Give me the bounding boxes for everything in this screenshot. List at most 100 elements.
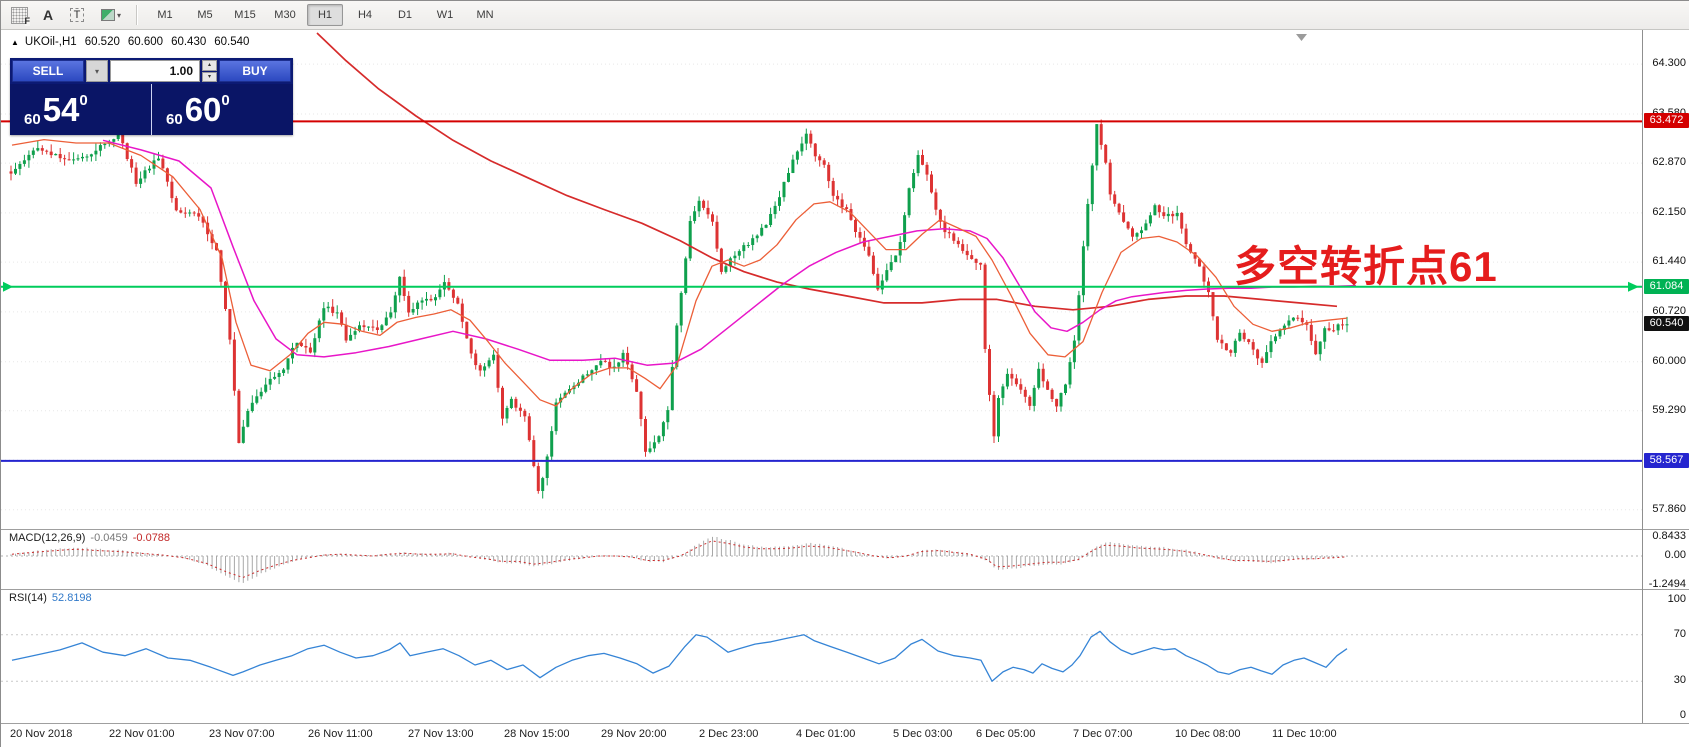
timeframe-button-m5[interactable]: M5: [197, 9, 213, 21]
price-axis-label: 60.720: [1652, 305, 1686, 317]
time-axis-label: 2 Dec 23:00: [699, 728, 759, 740]
symbol-timeframe-label: UKOil-,H1: [24, 36, 77, 48]
time-axis-label: 27 Nov 13:00: [408, 728, 474, 740]
volume-input[interactable]: 1.00: [110, 60, 200, 82]
panel-splitter[interactable]: [1, 589, 1689, 590]
macd-label: MACD(12,26,9) -0.0459 -0.0788: [9, 532, 171, 544]
chart-annotation-text[interactable]: 多空转折点61: [1234, 243, 1498, 290]
timeframe-button-m30[interactable]: M30: [274, 9, 296, 21]
object-style-icon[interactable]: ▾: [93, 3, 129, 27]
hline-left-arrow-icon: [3, 281, 13, 292]
macd-signal-value: -0.0788: [132, 532, 171, 544]
time-axis-label: 20 Nov 2018: [10, 728, 73, 740]
price-badge-58.567[interactable]: 58.567: [1644, 453, 1689, 468]
toolbar-separator: [136, 5, 138, 25]
price-axis[interactable]: 64.30063.58062.87062.15061.44060.72060.0…: [1643, 30, 1689, 747]
price-axis-label: 57.860: [1652, 503, 1686, 515]
buy-price[interactable]: 60 60 0: [151, 84, 293, 135]
price-axis-label: 60.000: [1652, 355, 1686, 367]
trade-controls-row: SELL ▾ 1.00 ▴ ▾ BUY: [10, 58, 293, 84]
macd-scale-min: -1.2494: [1648, 578, 1686, 590]
chart-shift-marker-icon[interactable]: [1296, 34, 1307, 41]
timeframe-bar: M1 M5 M15 M30 H1 H4 D1 W1 MN: [147, 4, 503, 26]
timeframe-button-w1[interactable]: W1: [436, 9, 454, 21]
insert-text-icon[interactable]: A: [42, 7, 54, 23]
rsi-line: [11, 630, 1348, 682]
price-axis-label: 59.290: [1652, 404, 1686, 416]
time-axis-label: 7 Dec 07:00: [1073, 728, 1133, 740]
time-axis-label: 23 Nov 07:00: [209, 728, 275, 740]
rsi-value: 52.8198: [51, 592, 92, 604]
price-axis-label: 64.300: [1652, 57, 1686, 69]
pattern-f-label: F: [24, 16, 30, 26]
chart-ohlc-title: ▲ UKOil-,H1 60.520 60.600 60.430 60.540: [11, 36, 249, 48]
ma-mid-magenta-line[interactable]: [102, 139, 1357, 366]
template-pattern-icon[interactable]: F: [6, 3, 32, 27]
style-swatch: [100, 9, 115, 21]
price-axis-label: 62.150: [1652, 206, 1686, 218]
price-badge-61.084[interactable]: 61.084: [1644, 279, 1689, 294]
macd-signal-line: [11, 540, 1348, 579]
chevron-down-icon: ▾: [94, 66, 99, 76]
pattern-glyph: [10, 6, 28, 24]
price-chart-panel[interactable]: ▲ UKOil-,H1 60.520 60.600 60.430 60.540 …: [1, 30, 1642, 529]
one-click-trading-panel: SELL ▾ 1.00 ▴ ▾ BUY 60 54 0 60 60 0: [10, 58, 293, 135]
hline-right-arrow-icon: [1628, 281, 1639, 292]
trade-prices-row: 60 54 0 60 60 0: [10, 84, 293, 135]
time-axis-label: 11 Dec 10:00: [1272, 728, 1337, 740]
rsi-scale-label: 100: [1667, 593, 1686, 605]
time-axis-label: 10 Dec 08:00: [1175, 728, 1241, 740]
buy-button[interactable]: BUY: [219, 60, 291, 82]
timeframe-button-m1[interactable]: M1: [157, 9, 173, 21]
macd-histogram: [10, 536, 1348, 583]
volume-stepper[interactable]: ▴ ▾: [202, 60, 217, 82]
volume-down-icon[interactable]: ▾: [202, 71, 217, 82]
volume-preset-dropdown[interactable]: ▾: [86, 60, 108, 82]
macd-indicator-panel[interactable]: MACD(12,26,9) -0.0459 -0.0788: [1, 529, 1642, 589]
time-axis-label: 5 Dec 03:00: [893, 728, 953, 740]
current-price-badge[interactable]: 60.540: [1644, 316, 1689, 331]
chevron-down-icon: ▾: [116, 10, 121, 20]
time-axis[interactable]: 20 Nov 2018 22 Nov 01:00 23 Nov 07:00 26 No…: [1, 723, 1689, 747]
one-click-toggle-icon[interactable]: ▲: [11, 37, 19, 47]
sell-button[interactable]: SELL: [12, 60, 84, 82]
timeframe-button-mn[interactable]: MN: [476, 9, 494, 21]
ma-fast-orange-line[interactable]: [11, 138, 1348, 407]
volume-up-icon[interactable]: ▴: [202, 60, 217, 71]
timeframe-button-m15[interactable]: M15: [234, 9, 256, 21]
timeframe-button-d1[interactable]: D1: [397, 9, 413, 21]
time-axis-label: 29 Nov 20:00: [601, 728, 667, 740]
ohlc-open: 60.520: [84, 36, 120, 48]
rsi-indicator-panel[interactable]: RSI(14) 52.8198: [1, 589, 1642, 723]
macd-chart[interactable]: [1, 529, 1642, 589]
ma-slow-red-line[interactable]: [316, 32, 1338, 311]
ohlc-low: 60.430: [171, 36, 207, 48]
time-axis-label: 22 Nov 01:00: [109, 728, 175, 740]
macd-scale-zero: 0.00: [1664, 549, 1686, 561]
time-axis-label: 26 Nov 11:00: [308, 728, 373, 740]
timeframe-button-h1[interactable]: H1: [307, 4, 343, 26]
price-axis-label: 61.440: [1652, 255, 1686, 267]
rsi-scale-label: 30: [1673, 674, 1686, 686]
time-axis-label: 4 Dec 01:00: [796, 728, 856, 740]
time-axis-border: [1, 723, 1689, 724]
text-label-icon[interactable]: T: [64, 3, 90, 27]
sell-price[interactable]: 60 54 0: [24, 91, 88, 128]
chart-toolbar: F A T ▾ M1 M5 M15 M30 H1 H4 D1 W1 MN: [1, 1, 1689, 30]
price-badge-63.472[interactable]: 63.472: [1644, 113, 1689, 128]
ohlc-high: 60.600: [127, 36, 164, 48]
timeframe-button-h4[interactable]: H4: [357, 9, 373, 21]
rsi-scale-label: 70: [1673, 628, 1686, 640]
rsi-label: RSI(14) 52.8198: [9, 592, 92, 604]
panel-splitter[interactable]: [1, 529, 1689, 530]
candlestick-chart[interactable]: [1, 30, 1642, 529]
candles-layer[interactable]: [9, 119, 1349, 499]
macd-scale-max: 0.8433: [1652, 530, 1686, 542]
time-axis-label: 6 Dec 05:00: [976, 728, 1036, 740]
price-axis-border: [1642, 30, 1643, 723]
rsi-chart[interactable]: [1, 589, 1642, 723]
macd-main-value: -0.0459: [90, 532, 128, 544]
rsi-scale-label: 0: [1679, 709, 1686, 721]
time-axis-label: 28 Nov 15:00: [504, 728, 570, 740]
